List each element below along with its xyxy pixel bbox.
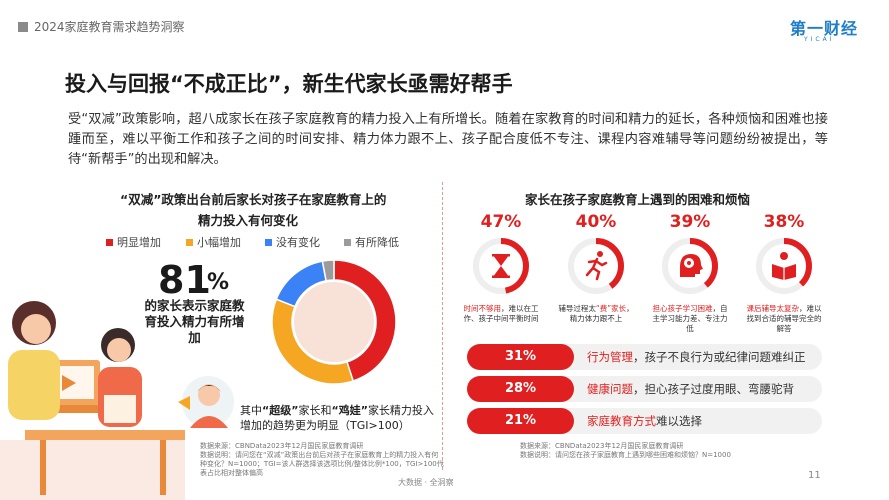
footer-brand: 大数据 · 全洞察 (398, 478, 454, 487)
intro-paragraph: 受“双减”政策影响，超八成家长在孩子家庭教育的精力投入上有所增长。随着在家教育的… (68, 112, 828, 167)
legend-swatch-blue (265, 238, 272, 246)
brain-head-icon (680, 254, 703, 277)
stat-bar-percent: 31% (467, 344, 574, 370)
header-square-icon (18, 22, 28, 32)
page-number: 11 (808, 470, 821, 481)
panel-divider (442, 182, 443, 470)
legend-item: 有所降低 (344, 234, 399, 250)
progress-ring (662, 238, 718, 294)
stat-percent: 38% (763, 212, 805, 232)
stat-bar-keyword: 家庭教育方式 (587, 414, 656, 428)
note-keyword-super: “超级” (262, 404, 299, 417)
right-source-note: 数据来源：CBNData2023年12月国民家庭教育调研 数据说明：请问您在孩子… (520, 442, 731, 459)
legend-item: 明显增加 (106, 234, 161, 250)
running-person-icon (585, 251, 608, 281)
legend-label: 明显增加 (117, 236, 161, 249)
note-keyword-jiwa: “鸡娃” (331, 404, 368, 417)
brand-logo-sub: YICAI (804, 36, 835, 43)
note-mid: 家长和 (298, 404, 332, 417)
caption-pre: 辅导过程太 (558, 304, 596, 313)
left-chart-title-line2: 精力投入有何变化 (198, 213, 299, 228)
legend-label: 有所降低 (355, 236, 399, 249)
reading-person-icon (772, 252, 796, 280)
donut-slice-1 (333, 259, 397, 382)
ring-caption: 时间不够用，难以在工作、孩子中间平衡时间 (462, 304, 540, 324)
legend-swatch-gray (344, 238, 351, 246)
legend-item: 没有变化 (265, 234, 320, 250)
left-source-note: 数据来源：CBNData2023年12月国民家庭教育调研 数据说明：请问您在“双… (200, 442, 444, 477)
section-label: 2024家庭教育需求趋势洞察 (34, 20, 185, 34)
caption-keyword: 担心孩子学习困难 (652, 304, 713, 313)
stat-bar-row: 28% 健康问题，担心孩子过度用眼、弯腰驼背 (467, 376, 822, 402)
right-chart-title: 家长在孩子家庭教育上遇到的困难和烦恼 (525, 192, 751, 207)
donut-chart (271, 259, 397, 385)
legend-label: 没有变化 (276, 236, 320, 249)
caption-rest: ，自主学习能力差、专注力低 (652, 304, 728, 333)
big-percentage-label: 的家长表示家庭教育投入精力有所增加 (144, 298, 245, 345)
caption-rest: ，难以找到合适的辅导完全的解答 (746, 304, 822, 333)
brand-logo: 第一财经 (790, 19, 859, 38)
progress-ring-arc (756, 238, 812, 294)
progress-ring (568, 238, 624, 294)
donut-slice-4 (321, 259, 335, 282)
stat-bar-row: 31% 行为管理，孩子不良行为或纪律问题难纠正 (467, 344, 822, 370)
ring-caption: 辅导过程太“费”家长，精力体力跟不上 (557, 304, 635, 324)
stat-bar-keyword: 健康问题 (587, 382, 633, 396)
legend-item: 小幅增加 (186, 234, 241, 250)
legend-label: 小幅增加 (197, 236, 241, 249)
legend-swatch-orange (186, 238, 193, 246)
stat-bar-keyword: 行为管理 (587, 350, 633, 364)
stat-bar-text: 行为管理，孩子不良行为或纪律问题难纠正 (587, 349, 806, 365)
stat-bar-rest: 难以选择 (656, 414, 702, 428)
progress-ring-arc (568, 238, 624, 294)
ring-caption: 担心孩子学习困难，自主学习能力差、专注力低 (651, 304, 729, 334)
stat-bar-rest: ，担心孩子过度用眼、弯腰驼背 (633, 382, 794, 396)
caption-keyword: 时间不够用 (463, 304, 502, 313)
progress-ring (756, 238, 812, 294)
parent-avatar-icon (178, 376, 234, 428)
caption-rest: ，难以在工作、孩子中间平衡时间 (463, 304, 539, 323)
caption-rest: ，精力体力跟不上 (569, 304, 634, 323)
note-text: 其中“超级”家长和“鸡娃”家长精力投入增加的趋势更为明显（TGI>100） (240, 403, 440, 433)
stat-bar-row: 21% 家庭教育方式难以选择 (467, 408, 822, 434)
stat-bar-rest: ，孩子不良行为或纪律问题难纠正 (633, 350, 806, 364)
big-percentage: 81 (158, 258, 211, 302)
page-title: 投入与回报“不成正比”，新生代家长亟需好帮手 (65, 72, 513, 96)
note-rest: 家长精力投入增加的趋势更为明显（TGI>100） (240, 404, 434, 432)
note-prefix: 其中 (240, 404, 262, 417)
big-percentage-unit: % (207, 270, 230, 295)
progress-ring-arc (662, 238, 718, 294)
left-chart-title-line1: “双减”政策出台前后家长对孩子在家庭教育上的 (120, 192, 387, 207)
stat-bar-percent: 21% (467, 408, 574, 434)
stat-bar-percent: 28% (467, 376, 574, 402)
family-illustration (0, 301, 185, 500)
legend-swatch-red (106, 238, 113, 246)
stat-percent: 47% (480, 212, 522, 232)
hourglass-icon (492, 254, 510, 278)
progress-ring-arc (473, 238, 529, 294)
progress-ring (473, 238, 529, 294)
stat-percent: 39% (669, 212, 711, 232)
caption-keyword: 课后辅导太复杂 (746, 304, 800, 313)
caption-keyword: “费”家长 (595, 304, 627, 313)
ring-caption: 课后辅导太复杂，难以找到合适的辅导完全的解答 (745, 304, 823, 334)
donut-center (294, 282, 374, 362)
stat-percent: 40% (575, 212, 617, 232)
stat-bar-text: 家庭教育方式难以选择 (587, 413, 702, 429)
stat-bar-text: 健康问题，担心孩子过度用眼、弯腰驼背 (587, 381, 794, 397)
